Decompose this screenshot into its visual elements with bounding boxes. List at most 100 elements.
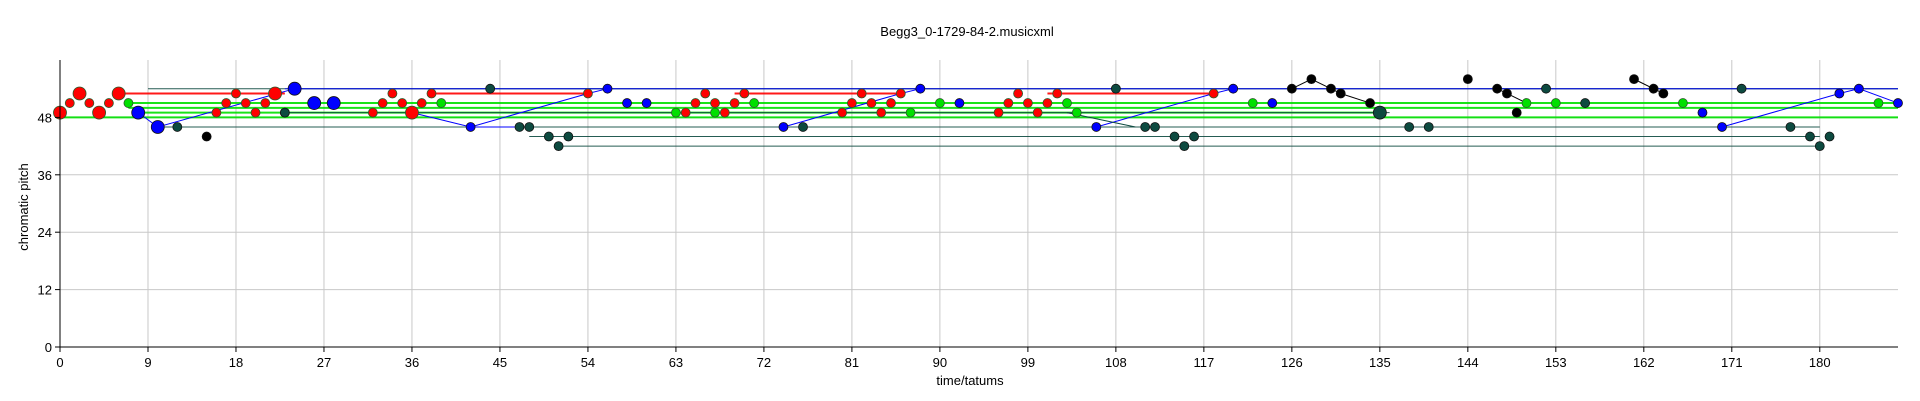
note-point-green [1873,98,1884,108]
note-point-green [1550,98,1561,108]
note-point-green [749,98,760,108]
note-point-red [84,98,95,108]
note-point-red [729,98,740,108]
note-point-red [92,105,107,120]
x-tick-label: 9 [144,355,151,370]
x-axis-title: time/tatums [936,373,1004,388]
note-point-red [700,88,711,99]
note-point-teal [543,131,554,142]
note-point-blue [1697,107,1708,118]
note-point-black [1286,83,1297,94]
note-point-green [710,107,720,118]
note-point-red [111,86,126,101]
note-point-teal [1580,98,1591,108]
note-point-red [64,98,75,108]
note-point-green [1678,98,1688,108]
x-tick-label: 72 [757,355,771,370]
note-point-blue [778,122,789,132]
connector-line [411,112,520,128]
note-point-teal [1805,131,1815,142]
x-tick-label: 81 [845,355,859,370]
x-tick-label: 18 [229,355,243,370]
note-point-black [1492,83,1503,94]
note-point-black [1326,83,1336,94]
note-point-teal [1140,122,1151,132]
y-tick-label: 0 [45,340,52,355]
x-tick-label: 108 [1105,355,1127,370]
note-point-black [1306,74,1317,85]
x-tick-label: 63 [669,355,683,370]
note-point-red [103,98,114,108]
note-point-teal [1372,105,1387,120]
note-point-teal [279,107,290,118]
note-point-red [710,98,720,108]
note-point-teal [1824,131,1835,142]
note-point-blue [1091,122,1102,132]
x-tick-label: 144 [1457,355,1479,370]
note-point-teal [1736,83,1747,94]
x-tick-label: 153 [1545,355,1567,370]
note-point-teal [1423,122,1434,132]
note-point-blue [954,98,965,108]
note-point-blue [150,120,165,134]
note-point-green [436,98,447,108]
note-point-red [1003,98,1014,108]
note-point-red [387,88,398,99]
x-tick-label: 135 [1369,355,1391,370]
note-point-blue [326,96,341,110]
note-point-black [1365,98,1375,108]
note-point-red [690,98,701,108]
note-point-red [866,98,877,108]
y-tick-label: 36 [38,168,52,183]
note-point-black [1462,74,1473,85]
note-point-teal [1814,141,1825,152]
note-point-blue [287,81,302,96]
note-point-red [221,98,232,108]
note-point-teal [553,141,564,152]
note-point-black [201,131,212,142]
note-point-blue [1717,122,1727,132]
note-point-blue [131,105,146,120]
y-tick-label: 48 [38,110,52,125]
note-point-teal [798,122,808,132]
note-point-red [377,98,388,108]
note-point-blue [1267,98,1278,108]
note-point-black [1335,88,1346,99]
y-tick-label: 24 [38,225,52,240]
note-point-green [905,107,916,118]
x-tick-label: 54 [581,355,595,370]
note-point-teal [1785,122,1796,132]
x-tick-label: 171 [1721,355,1743,370]
note-point-red [680,107,691,118]
x-tick-label: 0 [56,355,63,370]
note-point-teal [1404,122,1415,132]
note-point-red [739,88,750,99]
note-point-red [1013,88,1024,99]
note-points [53,74,1903,152]
note-point-black [1629,74,1639,85]
note-point-red [405,105,419,120]
note-point-red [847,98,857,108]
note-point-red [719,107,730,118]
x-tick-label: 126 [1281,355,1303,370]
x-tick-label: 180 [1809,355,1831,370]
x-tick-label: 117 [1193,355,1214,370]
note-point-red [416,98,427,108]
note-point-teal [563,131,574,142]
note-point-teal [1110,83,1121,94]
x-tick-label: 162 [1633,355,1655,370]
note-point-red [993,107,1004,118]
note-point-red [268,86,282,101]
note-point-red [72,86,87,101]
note-point-teal [1541,83,1551,94]
note-point-black [1658,88,1669,99]
note-point-red [367,107,378,118]
note-point-green [123,98,134,108]
y-tick-label: 12 [38,283,52,298]
note-point-red [426,88,437,99]
note-point-red [1052,88,1063,99]
note-point-red [231,88,241,99]
note-point-green [934,98,945,108]
